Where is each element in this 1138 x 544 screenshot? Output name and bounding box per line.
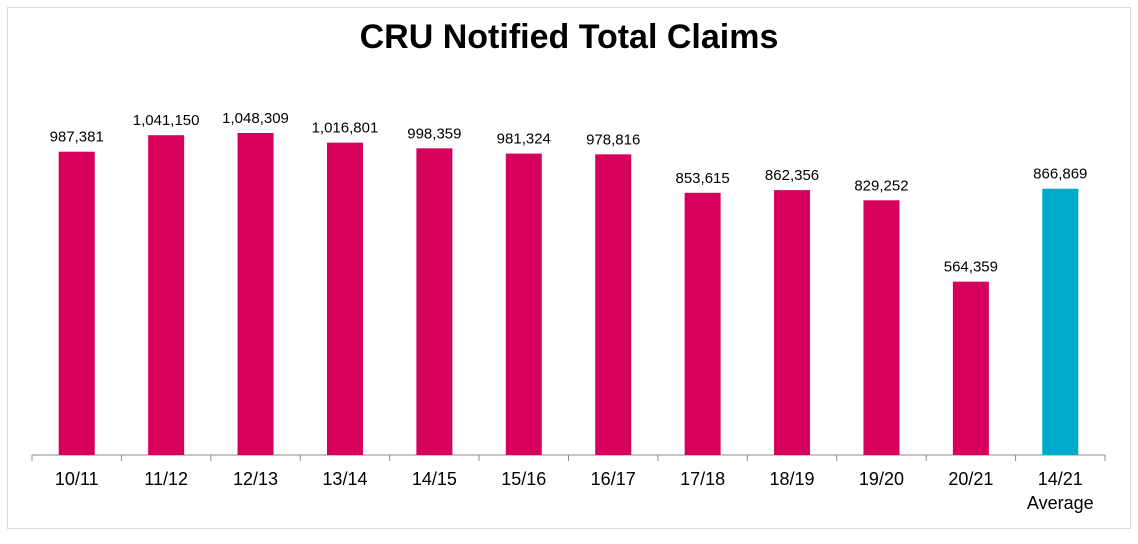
x-tick-label: 18/19 — [770, 469, 815, 489]
chart-frame — [7, 7, 1131, 529]
x-tick-label: 11/12 — [144, 469, 188, 489]
bar-19-20 — [863, 200, 900, 455]
bar-10-11 — [58, 151, 95, 455]
bar-15-16 — [505, 153, 542, 455]
bar-18-19 — [774, 190, 811, 456]
data-label: 1,048,309 — [222, 110, 289, 127]
x-tick-label: 16/17 — [591, 469, 636, 489]
bar-17-18 — [684, 192, 721, 455]
x-tick-label: 12/13 — [233, 469, 278, 489]
x-tick-label: 14/15 — [412, 469, 457, 489]
data-label: 866,869 — [1033, 166, 1087, 183]
x-tick-label: 17/18 — [680, 469, 725, 489]
data-label: 1,041,150 — [133, 112, 200, 129]
chart-title: CRU Notified Total Claims — [359, 18, 779, 56]
x-tick-label: 20/21 — [948, 469, 993, 489]
bar-12-13 — [237, 133, 274, 455]
x-tick-label: 13/14 — [322, 469, 367, 489]
bar-20-21 — [952, 281, 989, 455]
data-label: 564,359 — [944, 259, 998, 276]
data-label: 862,356 — [765, 167, 819, 184]
data-label: 978,816 — [586, 131, 640, 148]
data-label: 998,359 — [407, 125, 461, 142]
x-tick-label: 14/21 Average — [1027, 469, 1094, 513]
bar-11-12 — [148, 135, 185, 455]
bar-14-15 — [416, 148, 453, 455]
bar-16-17 — [595, 154, 632, 455]
x-tick-label: 10/11 — [55, 469, 99, 489]
data-label: 829,252 — [854, 177, 908, 194]
data-label: 987,381 — [50, 129, 104, 146]
bar-13-14 — [326, 142, 363, 455]
data-label: 981,324 — [497, 131, 551, 148]
data-label: 853,615 — [676, 170, 730, 187]
bar-14-21-average — [1042, 188, 1079, 455]
x-tick-label: 15/16 — [501, 469, 546, 489]
x-tick-label: 19/20 — [859, 469, 904, 489]
data-label: 1,016,801 — [312, 120, 379, 137]
